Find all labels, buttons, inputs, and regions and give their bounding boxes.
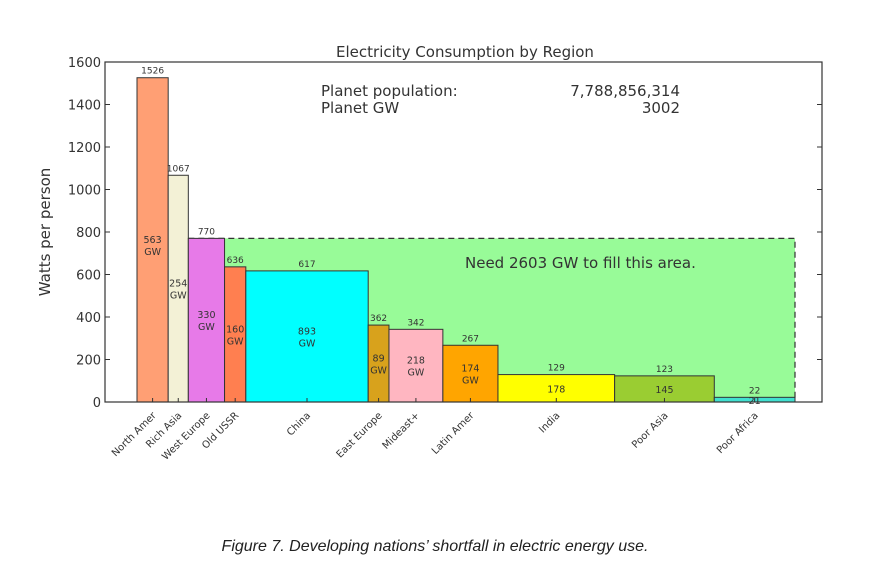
population-value: 7,788,856,314: [570, 82, 680, 100]
y-tick-label: 400: [76, 311, 101, 326]
y-tick-label: 200: [76, 354, 101, 369]
fill-area-label: Need 2603 GW to fill this area.: [465, 254, 696, 272]
bar-value-label: 267: [462, 334, 479, 344]
figure-caption: Figure 7. Developing nations’ shortfall …: [221, 538, 649, 555]
population-label: Planet population:: [321, 82, 458, 100]
bar-latin-amer: [442, 344, 499, 403]
bar-gw-label: GW: [227, 336, 244, 347]
bar-gw-label: GW: [462, 376, 479, 387]
y-tick-label: 1400: [68, 99, 101, 114]
bar-gw-label: GW: [198, 322, 215, 333]
planet-gw-label: Planet GW: [321, 99, 399, 117]
x-tick-label: India: [537, 410, 562, 435]
bar-gw-label: GW: [370, 366, 387, 377]
bar-gw-label: 145: [655, 385, 673, 396]
bar-north-amer: [136, 77, 169, 403]
bar-gw-label: GW: [170, 291, 187, 302]
bar-value-label: 770: [198, 227, 215, 237]
y-tick-label: 1200: [68, 141, 101, 156]
bar-gw-label: 174: [461, 364, 479, 375]
y-tick-label: 600: [76, 269, 101, 284]
bar-value-label: 617: [298, 260, 315, 270]
bar-gw-label: 89: [373, 354, 385, 365]
fill-area-border: [188, 237, 796, 402]
bar-gw-label: GW: [299, 338, 316, 349]
planet-gw-value: 3002: [642, 99, 680, 117]
x-tick-label: Latin Amer: [430, 410, 477, 457]
x-tick-label: China: [285, 410, 313, 438]
bar-gw-label: 160: [226, 324, 244, 335]
x-tick-label: Poor Africa: [715, 410, 761, 456]
bar-value-label: 22: [749, 386, 760, 396]
bar-value-label: 1526: [141, 67, 164, 77]
x-tick-label: East Europe: [335, 410, 385, 460]
bar-gw-label: 218: [407, 356, 425, 367]
bar-value-label: 342: [407, 318, 424, 328]
y-tick-label: 800: [76, 226, 101, 241]
bar-gw-label: 330: [197, 310, 215, 321]
bar-value-label: 1067: [167, 164, 190, 174]
bar-value-label: 636: [227, 256, 244, 266]
y-axis-label: Watts per person: [36, 168, 54, 297]
bar-poor-asia: [614, 375, 715, 403]
bar-value-label: 123: [656, 365, 673, 375]
bar-value-label: 362: [370, 314, 387, 324]
bar-gw-label: 563: [144, 235, 162, 246]
bar-gw-label: 893: [298, 326, 316, 337]
bar-gw-label: 178: [547, 384, 565, 395]
bar-gw-label: GW: [408, 368, 425, 379]
y-tick-label: 1000: [68, 184, 101, 199]
y-tick-label: 0: [93, 396, 101, 411]
bar-mideast-: [388, 328, 444, 403]
x-tick-label: Mideast+: [381, 410, 422, 451]
y-tick-label: 1600: [68, 56, 101, 71]
bar-gw-label: 254: [169, 279, 187, 290]
chart-title: Electricity Consumption by Region: [336, 43, 594, 61]
bar-value-label: 129: [548, 364, 565, 374]
bar-west-europe: [187, 237, 226, 403]
x-tick-label: Poor Asia: [630, 410, 670, 450]
bar-gw-label: GW: [144, 247, 161, 258]
